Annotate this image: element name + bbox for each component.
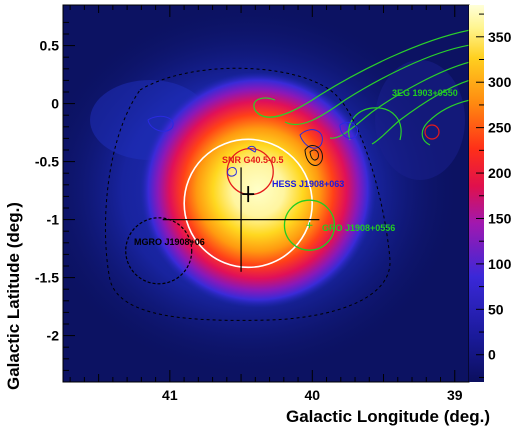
x-axis-title: Galactic Longitude (deg.): [286, 407, 490, 426]
x-tick-label: 40: [305, 387, 321, 403]
colorbar-tick-label: 50: [488, 301, 504, 317]
y-tick-label: -1: [47, 212, 60, 228]
colorbar-tick-label: 250: [488, 120, 512, 136]
x-tick-label: 41: [162, 387, 178, 403]
colorbar-tick-label: 100: [488, 256, 512, 272]
colorbar-tick-label: 350: [488, 29, 512, 45]
source-label: SNR G40.5-0.5: [222, 155, 284, 165]
y-tick-label: 0.5: [40, 38, 60, 54]
colorbar-tick-label: 150: [488, 210, 512, 226]
colorbar-tick-label: 200: [488, 165, 512, 181]
y-tick-label: -2: [47, 328, 60, 344]
colorbar-tick-label: 0: [488, 347, 496, 363]
x-tick-label: 39: [447, 387, 463, 403]
y-axis-title: Galactic Latitude (deg.): [4, 202, 23, 390]
source-label: GRO J1908+0556: [322, 223, 395, 233]
y-tick-label: -1.5: [35, 270, 59, 286]
colorbar: [469, 5, 484, 382]
colorbar-tick-label: 300: [488, 74, 512, 90]
y-tick-label: -0.5: [35, 154, 59, 170]
source-label: MGRO J1908+06: [134, 237, 205, 247]
source-label: HESS J1908+063: [272, 179, 344, 189]
y-tick-label: 0: [51, 96, 59, 112]
source-label: 3EG 1903+0550: [392, 88, 458, 98]
